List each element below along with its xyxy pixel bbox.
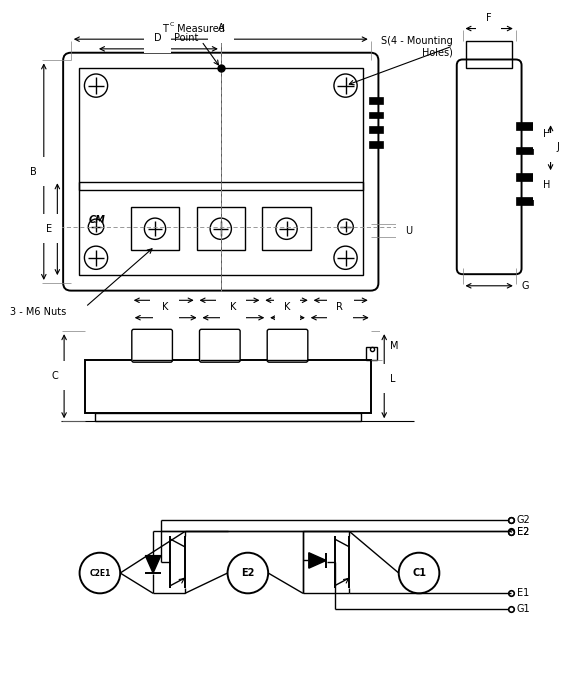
Text: N: N [337,307,345,317]
Text: E2: E2 [517,527,529,537]
Bar [131,207,179,250]
Text: K: K [230,302,237,312]
Bar [197,207,245,250]
Bar [95,413,361,421]
Text: E2: E2 [241,568,255,578]
Circle shape [334,74,357,97]
Bar [369,141,383,147]
Text: A: A [218,23,224,33]
Text: S(4 - Mounting
Holes): S(4 - Mounting Holes) [381,37,453,58]
Circle shape [144,218,166,239]
Circle shape [338,219,353,234]
Text: K: K [284,302,291,312]
Bar [366,347,378,360]
Text: C: C [169,22,174,27]
Text: U: U [405,226,412,236]
Circle shape [398,553,439,593]
Text: C1: C1 [412,568,426,578]
Text: F: F [486,12,491,23]
Text: Q: Q [226,307,233,317]
Text: R: R [336,302,343,312]
Text: E2: E2 [517,527,529,537]
FancyBboxPatch shape [63,53,378,291]
Text: Q: Q [160,307,168,317]
Circle shape [227,553,268,593]
Bar [369,112,383,119]
Circle shape [210,218,231,239]
Text: E1: E1 [517,588,529,598]
Circle shape [85,74,108,97]
Bar [79,68,363,190]
Text: C2E1: C2E1 [89,568,111,577]
Bar [516,198,533,205]
Polygon shape [146,555,161,573]
Text: 3 - M6 Nuts: 3 - M6 Nuts [10,307,66,317]
Bar [516,147,533,154]
FancyBboxPatch shape [457,59,521,274]
Circle shape [88,219,104,234]
Text: G2: G2 [517,515,531,525]
FancyBboxPatch shape [132,329,172,362]
Bar [369,97,383,104]
Text: G: G [521,281,529,291]
Text: L: L [390,373,396,384]
Bar [369,126,383,133]
Text: K: K [162,302,169,312]
Text: H: H [543,181,550,190]
Text: H: H [543,129,550,139]
Text: Point: Point [175,33,199,43]
Bar [85,360,371,413]
FancyBboxPatch shape [267,329,308,362]
Text: D: D [154,33,162,43]
Text: B: B [30,167,37,176]
Bar [79,183,363,275]
Text: Measured: Measured [175,23,225,34]
Bar [262,207,311,250]
Bar [516,173,533,181]
Circle shape [334,246,357,269]
Circle shape [276,218,297,239]
Text: T: T [162,23,168,34]
Text: CM: CM [88,215,105,225]
Circle shape [85,246,108,269]
FancyBboxPatch shape [200,329,240,362]
Text: G1: G1 [517,604,530,614]
Bar [516,123,533,130]
Text: J: J [556,143,559,152]
Text: P: P [284,307,289,317]
Polygon shape [309,553,326,568]
Text: M: M [390,341,398,351]
Text: E: E [46,224,53,234]
Bar [466,41,512,68]
Text: C: C [52,371,59,381]
Circle shape [79,553,120,593]
